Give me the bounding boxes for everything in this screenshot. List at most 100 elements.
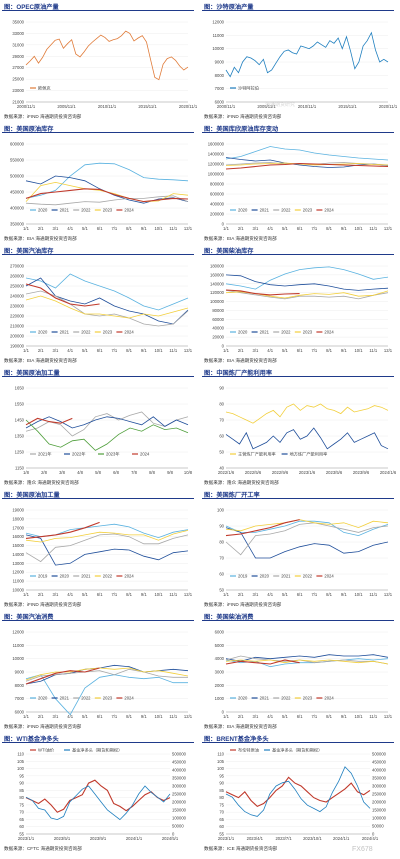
x-tick-label: 12/1 [184,592,193,597]
x-tick-label: 5/1 [82,592,88,597]
title-rule [2,620,194,621]
legend-label: 2023 [303,696,313,701]
x-tick-label: 6/1 [297,714,303,719]
series-line [225,289,300,296]
chart-title: 图：美国汽油消费 [4,614,54,621]
y-tick-label: 11000 [13,579,25,584]
y2-tick-label: 450000 [372,760,387,765]
legend-label: 基金净多头（期货和期权） [272,747,322,754]
y-tick-label: 60 [19,824,24,829]
x-tick-label: 4/1 [67,592,73,597]
x-tick-label: 6/1 [97,714,103,719]
y-tick-label: 80 [19,795,24,800]
y2-tick-label: 300000 [372,784,387,789]
y-tick-label: 55 [219,832,224,837]
chart-source: 数据来源：EIA 海通期货投资咨询部 [204,724,277,729]
y-tick-label: 4000 [215,656,225,661]
y2-tick-label: 0 [172,832,175,837]
x-tick-label: 9/1 [341,592,347,597]
chart-source: 数据来源：iFIND 海通期货投资咨询部 [4,114,82,119]
series-line [225,146,389,161]
legend-label: 2023 [303,330,313,335]
x-tick-label: 10/8 [184,470,193,475]
y-tick-label: 33000 [12,31,24,36]
x-tick-label: 8/1 [326,226,332,231]
x-tick-label: 4/1 [267,592,273,597]
legend-label: 2022 [103,574,113,579]
chart-title: 图：美国原油库存 [4,126,54,133]
chart-source: 数据来源：iFIND 海通期货投资咨询部 [4,724,82,729]
chart-panel: 图：WTI基金净多头 数据来源：CFTC 海通期货投资咨询部 110 105 100 95… [2,734,194,852]
x-tick-label: 11/1 [169,348,178,353]
x-tick-label: 11/1 [369,714,378,719]
legend-label: 2020 [238,208,248,213]
line-chart: 270000 260000 250000 240000 230000 220000 2100… [10,264,193,354]
chart-panel: 图：美国库欣原油库存变动 数据来源：EIA 海通期货投资咨询部 1600000 140… [202,124,394,242]
legend-label: 2024 [124,208,134,213]
legend-label: 2024 [124,696,134,701]
x-tick-label: 8/1 [126,348,132,353]
x-tick-label: 1/1 [23,714,29,719]
legend-label: 基金净多头（期货和期权） [72,747,122,754]
x-tick-label: 8/1 [126,714,132,719]
y-tick-label: 70 [219,556,224,561]
y-tick-label: 27000 [12,65,24,70]
chart-source: 数据来源：ICE 海通期货投资咨询部 [204,846,278,851]
y-tick-label: 85 [19,788,24,793]
y-tick-label: 250000 [10,284,25,289]
legend-label: 2020 [38,208,48,213]
x-tick-label: 2023/1/1 [218,836,235,841]
chart-panel: 图：美国柴油消费 数据来源：EIA 海通期货投资咨询部 6000 5000 4000 30… [202,612,394,730]
line-chart: 1101051009590858075706560555000004500004… [217,747,387,842]
y-tick-label: 65 [219,817,224,822]
y2-tick-label: 450000 [172,760,187,765]
y2-tick-label: 200000 [372,800,387,805]
legend-label: 2022年 [72,451,86,458]
x-tick-label: 3/1 [253,714,259,719]
x-tick-label: 2010/11/1 [98,104,117,109]
legend-label: 沙特阿拉伯 [238,85,259,92]
chart-source: 数据来源：iFIND 海通期货投资咨询部 [204,114,282,119]
legend-label: 2022 [303,574,313,579]
y-tick-label: 8000 [215,73,225,78]
y2-tick-label: 350000 [172,776,187,781]
x-tick-label: 2022/9/6 [272,470,289,475]
y2-tick-label: 250000 [172,792,187,797]
y2-tick-label: 400000 [172,768,187,773]
y-tick-label: 18000 [12,516,24,521]
y-tick-label: 25000 [12,77,24,82]
y-tick-label: 80 [219,795,224,800]
chart-title: 图：美国原油加工量 [4,492,60,499]
legend-label: 2021 [260,330,270,335]
series-line [225,290,389,300]
x-tick-label: 2015/11/1 [338,104,357,109]
y-tick-label: 100000 [210,299,225,304]
x-tick-label: 12/1 [184,348,193,353]
y-tick-label: 140000 [210,281,225,286]
y-tick-label: 60 [219,824,224,829]
y-tick-label: 17000 [12,525,24,530]
x-tick-label: 12/1 [184,226,193,231]
legend-label: 2024 [324,696,334,701]
x-tick-label: 2/1 [238,226,244,231]
x-tick-label: 2/8 [41,470,47,475]
chart-panel: 图：美国柴油库存 数据来源：EIA 海通期货投资咨询部 180000 160000 14… [202,246,394,364]
x-tick-label: 1/1 [223,226,229,231]
y-tick-label: 1600000 [208,142,225,147]
y-tick-label: 120000 [210,290,225,295]
y2-tick-label: 200000 [172,800,187,805]
y2-tick-label: 250000 [372,792,387,797]
y-tick-label: 50 [219,450,224,455]
chart-title: 图：沙特原油产量 [204,4,254,11]
y-tick-label: 600000 [210,192,225,197]
chart-source: 数据来源：EIA 海通期货投资咨询部 [4,358,77,363]
chart-source: 数据来源：iFIND 海通期货投资咨询部 [4,602,82,607]
y-tick-label: 95 [19,773,24,778]
y-tick-label: 70 [219,810,224,815]
y-tick-label: 200000 [10,334,25,339]
title-rule [2,132,194,133]
y2-tick-label: 150000 [372,808,387,813]
